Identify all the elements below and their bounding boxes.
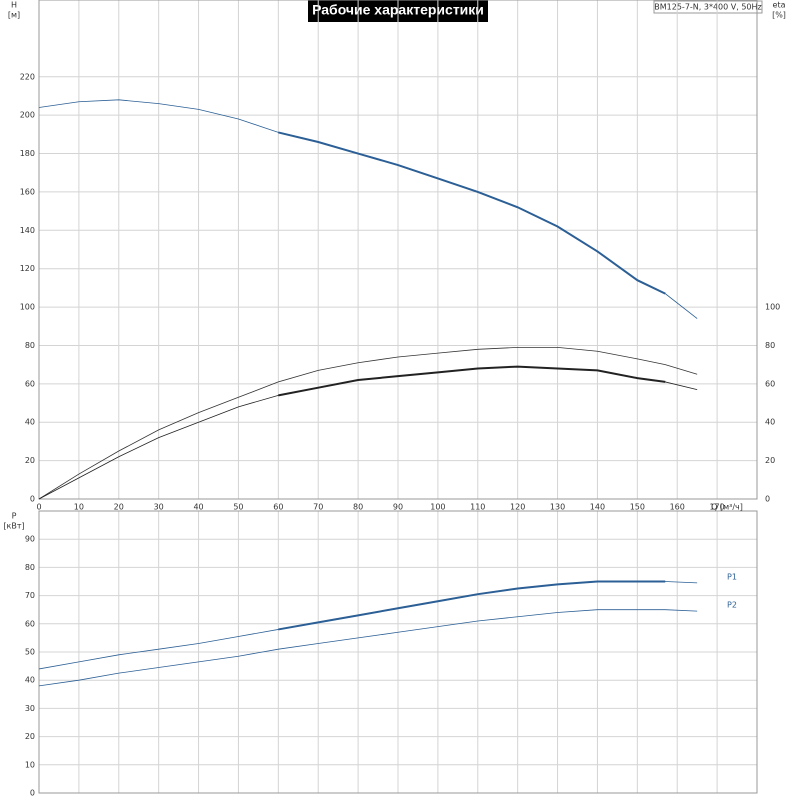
y2-tick-label: 20 <box>765 456 775 465</box>
y-tick-label: 50 <box>25 648 35 657</box>
x-tick-label: 50 <box>233 503 243 512</box>
x-tick-label: 130 <box>550 503 565 512</box>
model-box <box>653 0 763 14</box>
y-tick-label: 0 <box>30 495 35 504</box>
y-tick-label: 20 <box>25 456 35 465</box>
x-tick-label: 90 <box>393 503 403 512</box>
x-tick-label: 80 <box>353 503 363 512</box>
y-tick-label: 160 <box>20 187 35 196</box>
x-tick-label: 120 <box>510 503 525 512</box>
series-line-bold <box>278 365 666 397</box>
series-line-bold <box>278 580 666 631</box>
y2-tick-label: 60 <box>765 379 775 388</box>
x-tick-label: 100 <box>430 503 445 512</box>
y-tick-label: 100 <box>20 303 35 312</box>
y2-axis-label: [%] <box>772 11 786 20</box>
y-axis-label: H <box>11 1 17 10</box>
x-tick-label: 40 <box>193 503 203 512</box>
y2-tick-label: 80 <box>765 341 775 350</box>
y-tick-label: 20 <box>25 732 35 741</box>
series-line <box>38 346 698 500</box>
y-axis-label: [м] <box>8 11 20 20</box>
series-line <box>38 99 698 319</box>
x-tick-label: 170 <box>709 503 724 512</box>
y-tick-label: 30 <box>25 704 35 713</box>
x-tick-label: 150 <box>630 503 645 512</box>
y-tick-label: 80 <box>25 563 35 572</box>
y-axis-label: P <box>12 512 17 521</box>
y-tick-label: 0 <box>30 789 35 798</box>
y-tick-label: 140 <box>20 226 35 235</box>
series-line <box>38 581 698 670</box>
y-tick-label: 200 <box>20 111 35 120</box>
x-tick-label: 160 <box>670 503 685 512</box>
x-tick-label: 70 <box>313 503 323 512</box>
x-axis-label: Q [м³/ч] <box>711 503 743 512</box>
y-tick-label: 40 <box>25 676 35 685</box>
y2-tick-label: 100 <box>765 303 780 312</box>
y2-tick-label: 0 <box>765 495 770 504</box>
x-tick-label: 20 <box>114 503 124 512</box>
series-line <box>38 366 698 500</box>
y2-tick-label: 40 <box>765 418 775 427</box>
y-tick-label: 60 <box>25 379 35 388</box>
x-tick-label: 140 <box>590 503 605 512</box>
series-line-bold <box>278 131 666 295</box>
y-tick-label: 180 <box>20 149 35 158</box>
model-label: BM125-7-N, 3*400 V, 50Hz <box>654 3 761 12</box>
x-tick-label: 0 <box>36 503 41 512</box>
y2-axis-label: eta <box>773 1 786 10</box>
x-tick-label: 30 <box>154 503 164 512</box>
y-tick-label: 70 <box>25 591 35 600</box>
series-label: P1 <box>727 572 737 581</box>
y-tick-label: 120 <box>20 264 35 273</box>
x-tick-label: 60 <box>273 503 283 512</box>
y-tick-label: 40 <box>25 418 35 427</box>
x-tick-label: 10 <box>74 503 84 512</box>
series-label: P2 <box>727 601 737 610</box>
plot-frame <box>38 510 758 794</box>
y-tick-label: 60 <box>25 619 35 628</box>
plot-frame <box>38 0 758 500</box>
y-tick-label: 220 <box>20 72 35 81</box>
y-axis-label: [кВт] <box>3 522 24 531</box>
y-tick-label: 90 <box>25 535 35 544</box>
y-tick-label: 10 <box>25 760 35 769</box>
series-line <box>38 609 698 687</box>
x-tick-label: 110 <box>470 503 485 512</box>
y-tick-label: 80 <box>25 341 35 350</box>
